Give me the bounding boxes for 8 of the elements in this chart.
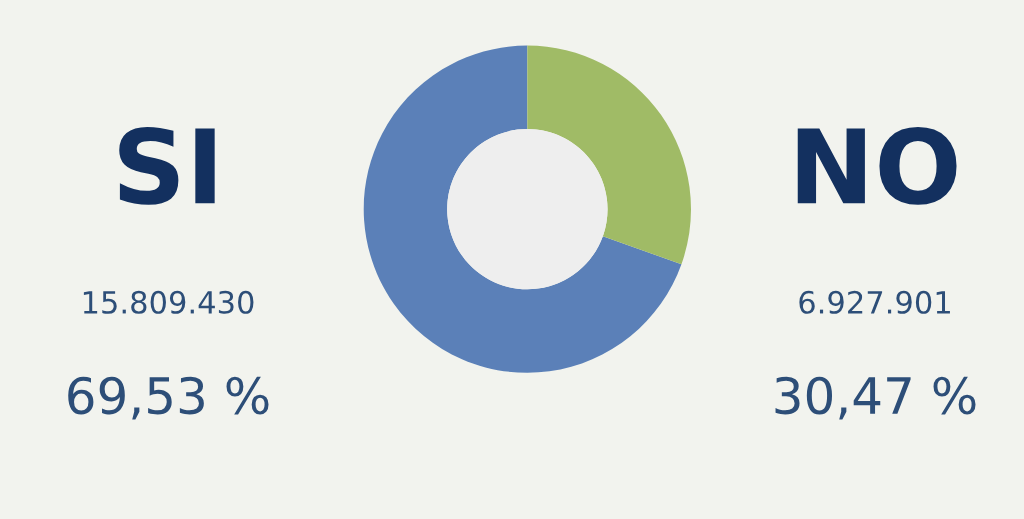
slice-label: NO <box>797 127 957 205</box>
slice-label: SI <box>119 127 215 205</box>
data-label: 15.809.430 <box>83 290 254 314</box>
donut-slice <box>527 45 691 265</box>
data-label: 6.927.901 <box>799 290 950 314</box>
text: 30,47 % <box>775 376 976 420</box>
text: 69,53 % <box>68 376 269 420</box>
donut-slice <box>363 45 682 373</box>
